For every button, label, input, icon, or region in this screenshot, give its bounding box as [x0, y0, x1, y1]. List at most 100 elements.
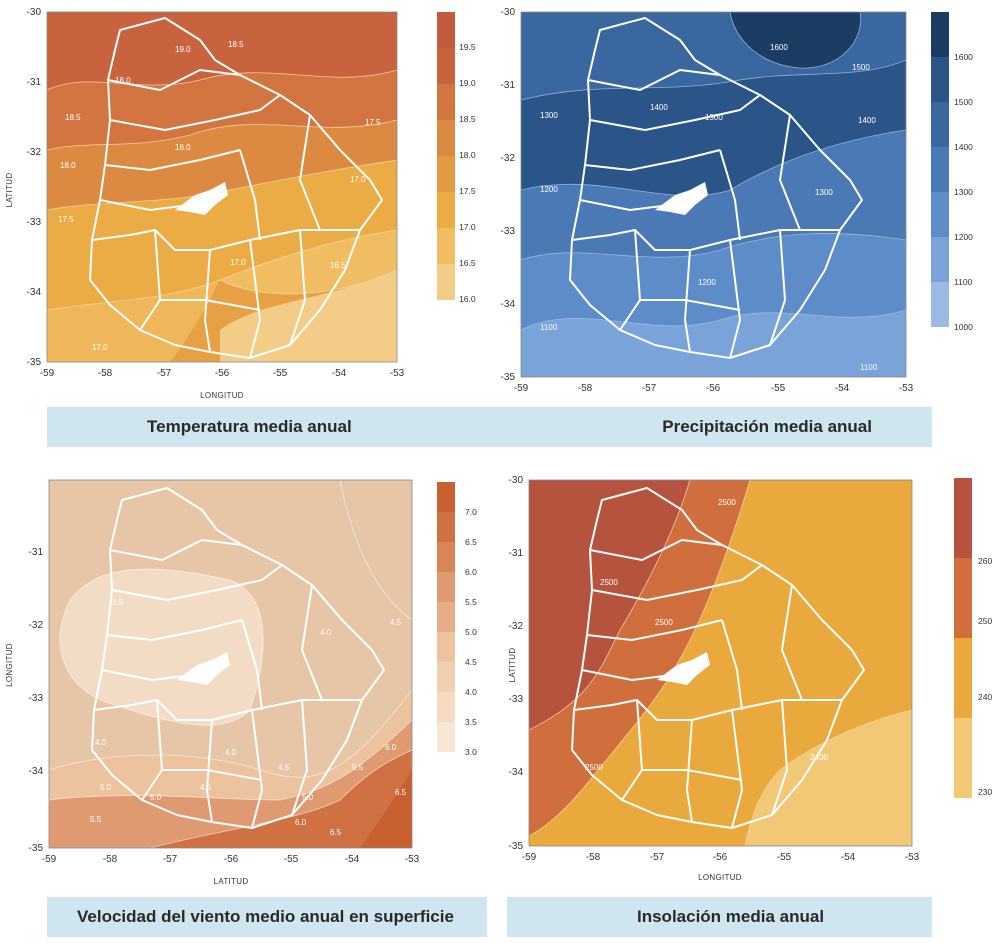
legend-swatch [954, 638, 972, 718]
legend-swatch [437, 264, 455, 300]
y-tick: -31 [509, 548, 524, 559]
x-axis-title: LONGITUD [698, 873, 742, 882]
contour-label: 18.0 [175, 143, 191, 152]
legend-swatch [437, 632, 455, 662]
legend-swatch [437, 482, 455, 512]
legend-swatch [954, 478, 972, 558]
legend-tick: 1200 [954, 232, 973, 242]
legend-swatch [437, 512, 455, 542]
caption-temperature: Temperatura media anual [47, 407, 507, 447]
x-tick: -59 [514, 383, 529, 394]
legend-tick: 17.0 [459, 222, 476, 232]
x-tick: -58 [586, 852, 601, 863]
legend-tick: 260 [978, 556, 992, 566]
legend-swatch [437, 692, 455, 722]
x-axis: -59 -58 -57 -56 -55 -54 -53 LONGITUD [40, 368, 405, 400]
contour-label: 18.5 [65, 113, 81, 122]
legend-swatch [437, 662, 455, 692]
contour-label: 18.5 [228, 40, 244, 49]
legend-tick: 3.5 [465, 717, 477, 727]
legend: 19.5 19.0 18.5 18.0 17.5 17.0 16.5 16.0 [437, 12, 476, 304]
contour-labels: 3.5 4.0 4.5 4.0 5.0 4.0 4.5 5.0 5.5 6.0 … [90, 598, 407, 837]
y-axis-title: LONGITUD [5, 643, 14, 687]
legend-tick: 5.5 [465, 597, 477, 607]
contour-label: 1200 [698, 278, 716, 287]
x-tick: -55 [273, 368, 288, 379]
legend-swatch [437, 228, 455, 264]
y-tick: -35 [27, 357, 42, 368]
contour-labels: 1600 1500 1400 1500 1400 1300 1300 1200 … [540, 43, 878, 372]
legend-tick: 230 [978, 787, 992, 797]
y-tick: -35 [509, 841, 524, 852]
x-tick: -56 [224, 854, 239, 865]
caption-text: Precipitación media anual [662, 417, 872, 436]
y-tick: -31 [29, 547, 44, 558]
legend-tick: 4.5 [465, 657, 477, 667]
x-tick: -54 [841, 852, 856, 863]
legend-swatch [437, 48, 455, 84]
legend-swatch [931, 282, 949, 327]
x-tick: -57 [642, 383, 657, 394]
y-tick: -31 [27, 77, 42, 88]
x-tick: -54 [345, 854, 360, 865]
x-tick: -56 [215, 368, 230, 379]
legend-swatch [437, 542, 455, 572]
y-tick: -30 [27, 7, 42, 18]
contour-label: 5.5 [90, 815, 102, 824]
contour-label: 5.5 [352, 763, 364, 772]
legend-swatch [954, 558, 972, 638]
contour-label: 1300 [540, 111, 558, 120]
contour-label: 5.0 [150, 793, 162, 802]
x-tick: -55 [284, 854, 299, 865]
contour-label: 6.0 [385, 743, 397, 752]
y-tick: -33 [501, 226, 516, 237]
contour-label: 2500 [718, 498, 736, 507]
x-tick: -55 [771, 383, 786, 394]
x-tick: -57 [650, 852, 665, 863]
legend-swatch [437, 156, 455, 192]
legend-tick: 1100 [954, 277, 973, 287]
x-axis-title: LONGITUD [200, 391, 244, 400]
map-frame [46, 11, 398, 363]
contour-label: 2500 [600, 578, 618, 587]
x-tick: -59 [522, 852, 537, 863]
x-tick: -53 [899, 383, 914, 394]
legend-tick: 7.0 [465, 507, 477, 517]
y-tick: -34 [29, 766, 44, 777]
legend-tick: 240 [978, 692, 992, 702]
legend-tick: 1500 [954, 97, 973, 107]
contour-label: 6.5 [395, 788, 407, 797]
x-tick: -58 [98, 368, 113, 379]
wind-map: 3.5 4.0 4.5 4.0 5.0 4.0 4.5 5.0 5.5 6.0 … [5, 479, 477, 886]
y-tick: -35 [29, 843, 44, 854]
y-tick: -33 [509, 694, 524, 705]
legend-tick: 6.5 [465, 537, 477, 547]
x-tick: -57 [157, 368, 172, 379]
y-axis-title: LATITUD [508, 648, 517, 683]
contour-label: 2400 [810, 753, 828, 762]
y-tick: -33 [27, 217, 42, 228]
caption-text: Insolación media anual [637, 907, 825, 926]
contour-label: 17.0 [230, 258, 246, 267]
caption-insolation: Insolación media anual [507, 897, 932, 937]
contour-label: 5.0 [302, 793, 314, 802]
contour-label: 4.0 [95, 738, 107, 747]
legend-swatch [437, 12, 455, 48]
contour-label: 17.0 [92, 343, 108, 352]
x-tick: -57 [163, 854, 178, 865]
y-tick: -31 [501, 80, 516, 91]
legend-swatch [437, 572, 455, 602]
y-tick: -32 [27, 147, 42, 158]
x-tick: -53 [905, 852, 920, 863]
caption-wind: Velocidad del viento medio anual en supe… [47, 897, 487, 937]
legend: 1600 1500 1400 1300 1200 1100 1000 [931, 12, 973, 332]
contour-label: 4.5 [200, 783, 212, 792]
legend-swatch [931, 237, 949, 282]
map-frame [520, 11, 907, 378]
contour-label: 17.5 [58, 215, 74, 224]
x-tick: -54 [835, 383, 850, 394]
x-tick: -59 [40, 368, 55, 379]
contour-label: 17.5 [365, 118, 381, 127]
contour-labels: 19.0 18.5 18.0 18.5 18.0 17.5 18.0 17.5 … [58, 40, 381, 352]
contour-label: 16.5 [330, 261, 346, 270]
